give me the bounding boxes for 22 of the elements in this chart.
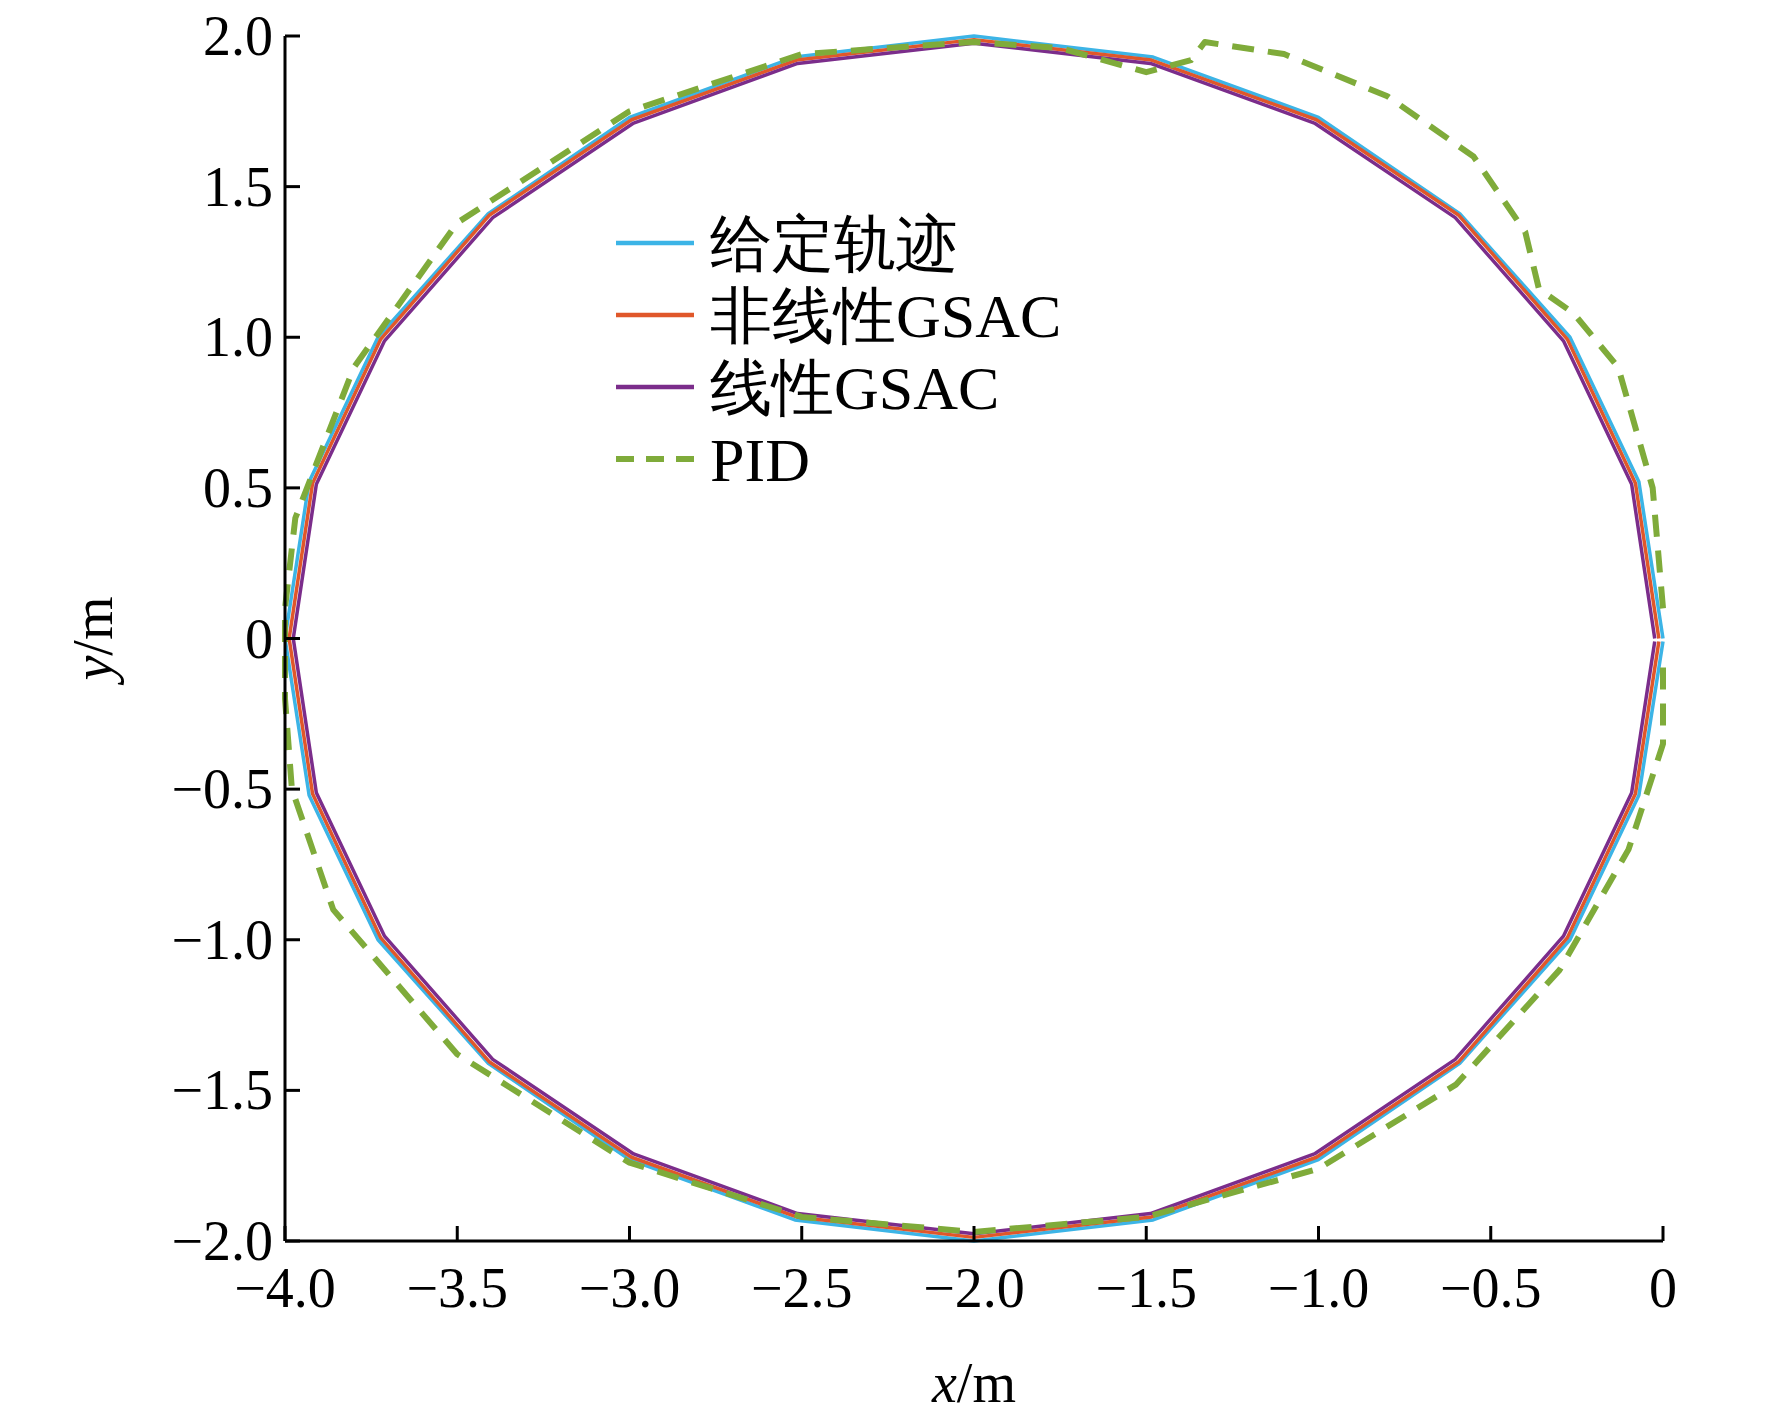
x-tick-label: −3.0 bbox=[578, 1257, 681, 1319]
y-tick-label: 0 bbox=[245, 607, 273, 670]
y-tick-label: 1.0 bbox=[203, 306, 273, 369]
y-tick-label: 0.5 bbox=[203, 456, 273, 519]
y-tick-label: −1.5 bbox=[171, 1059, 273, 1122]
x-tick-label: −3.5 bbox=[406, 1257, 509, 1319]
legend-label: 非线性GSAC bbox=[710, 282, 1062, 350]
x-tick-label: −0.5 bbox=[1439, 1257, 1542, 1319]
x-tick-label: 0 bbox=[1649, 1257, 1677, 1319]
y-tick-label: −1.0 bbox=[171, 908, 273, 971]
x-axis-title: x/m bbox=[931, 1352, 1016, 1410]
y-axis-title: y/m bbox=[62, 596, 124, 686]
x-tick-label: −1.0 bbox=[1267, 1257, 1370, 1319]
x-tick-label: −1.5 bbox=[1095, 1257, 1198, 1319]
legend-label: PID bbox=[710, 426, 810, 494]
legend-label: 给定轨迹 bbox=[710, 210, 958, 278]
y-tick-label: −0.5 bbox=[171, 758, 273, 821]
y-tick-label: 2.0 bbox=[203, 5, 273, 67]
x-tick-label: −2.0 bbox=[923, 1257, 1025, 1319]
legend-label: 线性GSAC bbox=[710, 354, 1000, 422]
y-tick-label: 1.5 bbox=[203, 155, 273, 218]
x-tick-label: −2.5 bbox=[750, 1257, 853, 1319]
